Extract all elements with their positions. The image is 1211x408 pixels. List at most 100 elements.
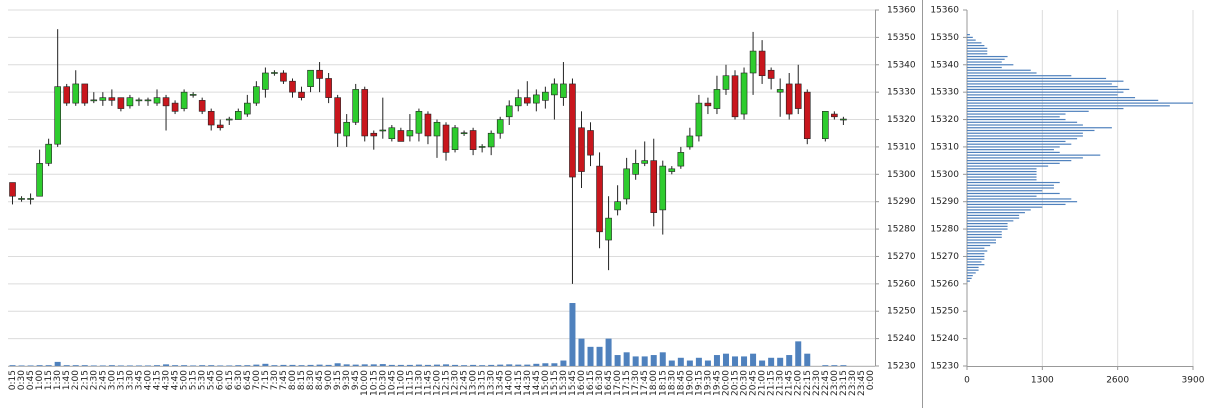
candle-body	[397, 130, 405, 142]
volume-bar	[388, 364, 395, 366]
candle-body	[551, 83, 558, 96]
profile-bar	[967, 132, 1083, 134]
profile-bar	[967, 231, 1002, 233]
profile-bar	[967, 91, 1124, 93]
profile-bar	[967, 34, 970, 36]
candle-body	[81, 83, 89, 104]
x-tick-label: 6:30	[234, 370, 244, 390]
volume-bar	[289, 364, 296, 366]
x-tick-label: 12:15	[442, 370, 452, 396]
profile-bar	[967, 80, 1124, 82]
volume-bar	[181, 365, 188, 366]
volume-bar	[18, 365, 25, 366]
candle-body	[126, 97, 134, 107]
volume-bar	[298, 365, 305, 366]
candle-body	[822, 111, 829, 140]
x-tick-label: 10:15	[369, 370, 379, 396]
candle-body	[225, 118, 233, 121]
x-tick-label: 9:30	[342, 370, 352, 390]
y-tick-label: 15300	[887, 170, 916, 180]
x-tick-label: 22:00	[794, 370, 804, 396]
x-tick-label: 22:45	[821, 370, 831, 396]
volume-bar	[614, 355, 621, 366]
volume-bar	[831, 365, 838, 366]
volume-bar	[208, 365, 215, 366]
y-tick-label: 15310	[887, 142, 916, 152]
x-tick-label: 15:15	[550, 370, 560, 396]
profile-bar	[967, 138, 1078, 140]
volume-bar	[126, 365, 133, 366]
candle-body	[117, 97, 125, 109]
candle-body	[478, 146, 486, 148]
x-tick-label: 12:00	[432, 370, 442, 396]
profile-bar	[967, 233, 1002, 236]
volume-bar	[352, 364, 359, 366]
y-tick-label: 15320	[930, 115, 959, 125]
y-tick-label: 15360	[930, 6, 959, 16]
volume-bar	[759, 360, 766, 366]
candle-body	[90, 99, 98, 102]
candle-body	[415, 111, 423, 134]
profile-bar	[967, 75, 1072, 77]
candle-body	[749, 50, 757, 74]
volume-bar	[732, 356, 739, 366]
candle-body	[316, 69, 323, 79]
x-tick-label: 12:30	[451, 370, 461, 396]
y-tick-label: 15330	[930, 88, 959, 98]
x-tick-label: 20:15	[731, 370, 741, 396]
profile-bar	[967, 220, 1014, 222]
profile-bar	[967, 275, 973, 277]
x-tick-label: 22:15	[803, 370, 813, 396]
volume-bar	[316, 364, 323, 366]
volume-bar	[722, 353, 729, 366]
x-tick-label: 8:45	[315, 370, 325, 390]
profile-bar	[967, 272, 976, 274]
profile-bar	[967, 223, 1008, 225]
y-tick-label: 15270	[887, 252, 916, 262]
profile-bar	[967, 173, 1037, 175]
profile-bar	[967, 162, 1060, 164]
x-tick-label: 2:15	[80, 370, 90, 390]
profile-bar	[967, 212, 1025, 214]
candle-body	[587, 130, 594, 156]
volume-bar	[154, 365, 161, 366]
x-tick-label: 10:30	[378, 370, 388, 396]
profile-bar	[967, 206, 1043, 208]
candle-body	[650, 160, 658, 213]
candle-body	[262, 72, 269, 90]
volume-bar	[542, 363, 549, 366]
volume-bar	[461, 365, 468, 366]
x-tick-label: 8:15	[297, 370, 307, 390]
volume-bar	[713, 355, 720, 366]
profile-bar	[967, 116, 1060, 118]
x-tick-label: 2:00	[71, 370, 81, 390]
x-tick-label: 21:45	[785, 370, 795, 396]
x-tick-label: 20:45	[749, 370, 759, 396]
volume-bar	[704, 360, 711, 366]
volume-bar	[27, 365, 34, 366]
x-tick-label: 11:30	[414, 370, 424, 396]
candle-body	[153, 97, 161, 104]
x-tick-label: 1300	[1031, 376, 1054, 386]
candle-body	[560, 83, 567, 98]
volume-bar	[551, 363, 558, 366]
profile-bar	[967, 154, 1101, 156]
candle-body	[758, 50, 766, 77]
candle-body	[668, 168, 676, 172]
x-tick-label: 2:30	[89, 370, 99, 390]
profile-bar	[967, 94, 1118, 96]
candle-body	[533, 94, 540, 104]
volume-bar	[578, 338, 585, 366]
profile-bar	[967, 160, 1072, 162]
volume-bar	[271, 365, 278, 366]
x-tick-label: 23:00	[830, 370, 840, 396]
profile-bar	[967, 50, 988, 52]
x-tick-label: 5:30	[198, 370, 208, 390]
x-tick-label: 2:45	[98, 370, 108, 390]
x-tick-label: 9:00	[324, 370, 334, 390]
x-tick-label: 0:30	[17, 370, 27, 390]
profile-bar	[967, 42, 982, 44]
profile-bar	[967, 118, 1066, 121]
volume-bar	[307, 364, 314, 366]
candle-body	[99, 97, 107, 101]
